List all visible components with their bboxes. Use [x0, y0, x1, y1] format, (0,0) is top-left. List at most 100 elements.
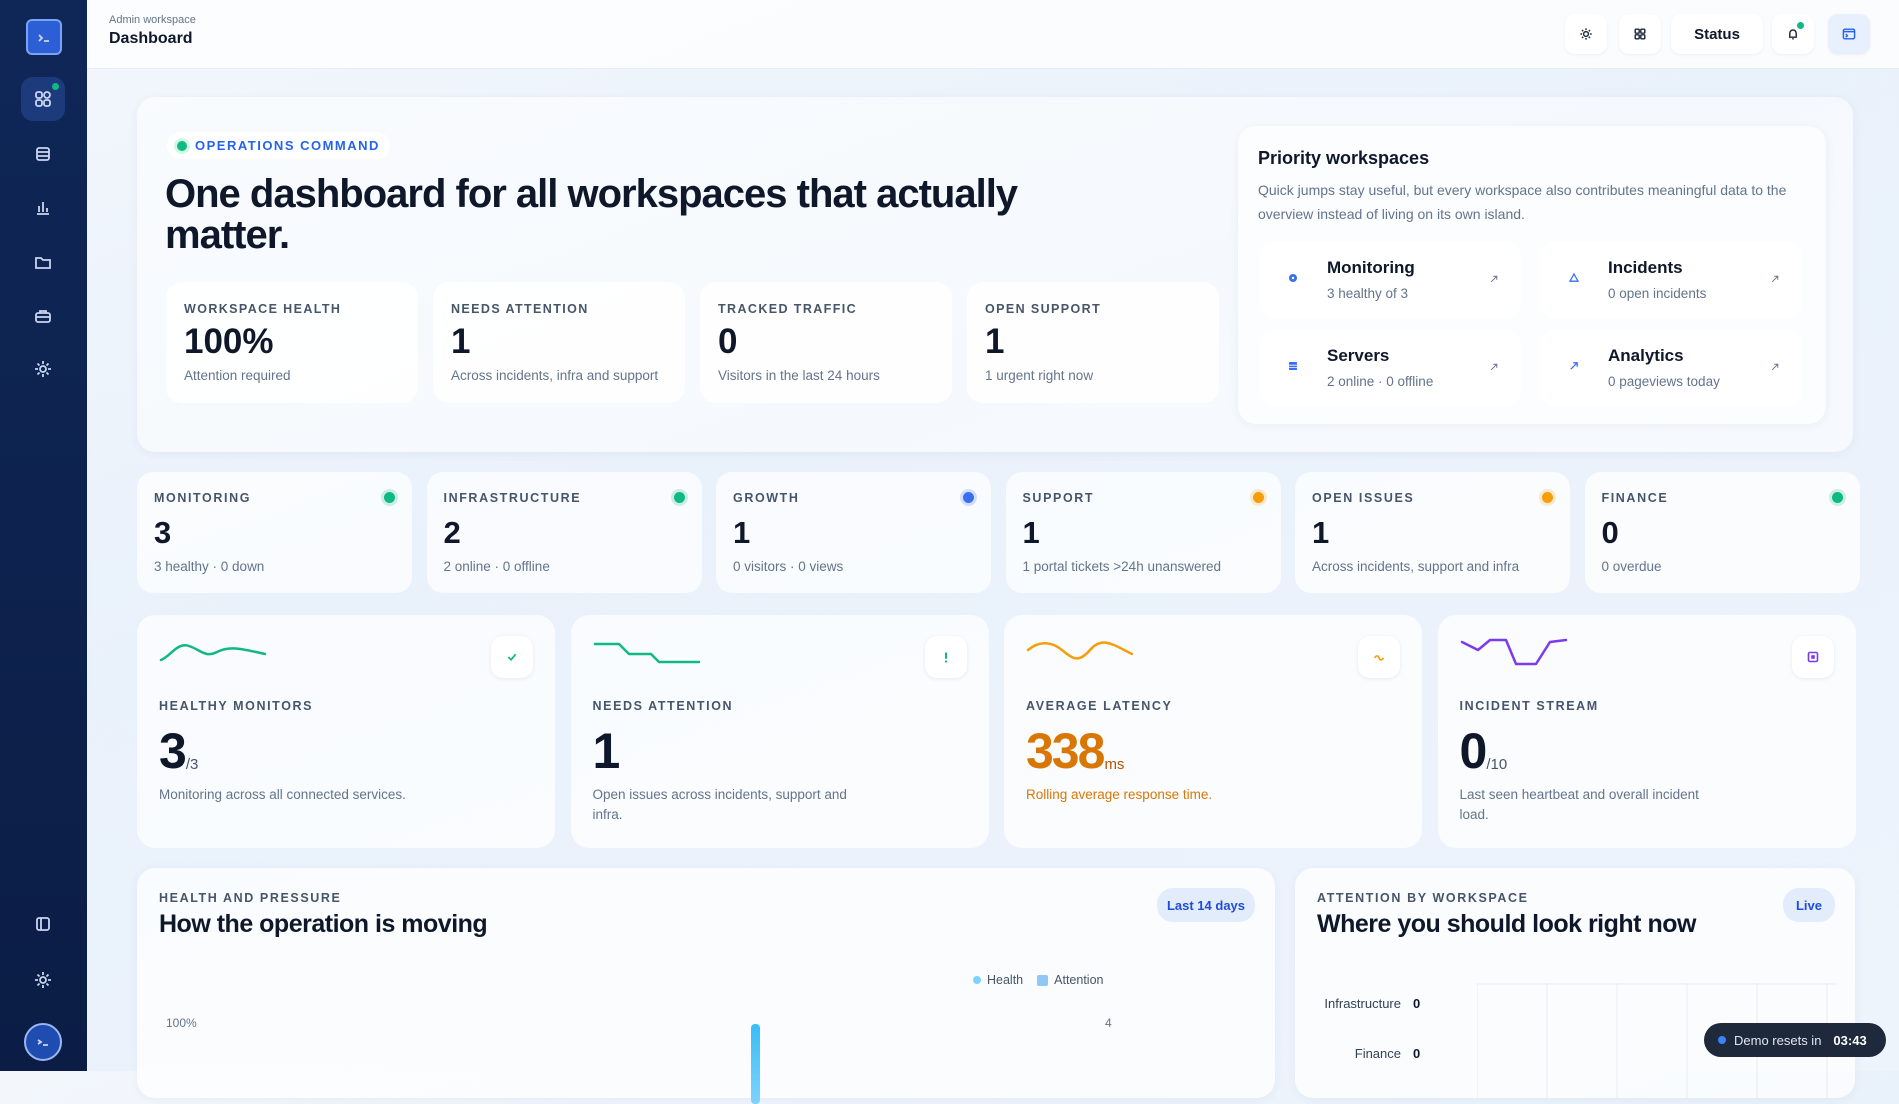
summary-card: FINANCE 0 0 overdue — [1584, 472, 1860, 593]
page-title: Dashboard — [109, 30, 193, 47]
status-dot — [1831, 492, 1843, 503]
metric-label: HEALTHY MONITORS — [159, 699, 314, 713]
status-dot — [673, 492, 685, 503]
metric-card: INCIDENT STREAM 0/10 Last seen heartbeat a… — [1437, 615, 1856, 848]
workspace-link[interactable]: Incidents 0 open incidents — [1540, 242, 1802, 318]
icon — [1490, 275, 1498, 283]
stat-card: OPEN SUPPORT 1 1 urgent right now — [967, 282, 1219, 403]
status-dot — [1252, 492, 1264, 503]
stat-note: Attention required — [184, 368, 291, 383]
range-badge[interactable]: Last 14 days — [1157, 888, 1255, 922]
workspace-name: Analytics — [1608, 346, 1684, 365]
icon — [1807, 651, 1818, 663]
stat-label: OPEN SUPPORT — [985, 302, 1102, 316]
notifications-button[interactable] — [1772, 14, 1814, 54]
workspace-link[interactable]: Analytics 0 pageviews today — [1540, 330, 1802, 406]
metric-value: 338 — [1026, 723, 1105, 779]
theme-button[interactable] — [1565, 14, 1607, 54]
icon — [1289, 362, 1297, 370]
workspace-note: 0 open incidents — [1608, 286, 1707, 301]
profile-button[interactable] — [1828, 14, 1870, 54]
status-dot — [963, 492, 974, 503]
summary-card: INFRASTRUCTURE 2 2 online · 0 offline — [426, 472, 702, 593]
panel-title: How the operation is moving — [159, 910, 488, 938]
demo-toast: Demo resets in 03:43 — [1704, 1023, 1886, 1057]
nav-collapse[interactable] — [21, 902, 65, 946]
nav-briefcase[interactable] — [21, 294, 65, 338]
priority-card: Priority workspaces Quick jumps stay use… — [1238, 126, 1826, 424]
metric-icon — [1358, 636, 1400, 678]
stat-note: Across incidents, infra and support — [451, 368, 659, 383]
header: Admin workspace Dashboard Status — [87, 0, 1899, 69]
sparkline — [1460, 638, 1567, 666]
panel-eyebrow: ATTENTION BY WORKSPACE — [1317, 891, 1529, 905]
metric-icon — [1791, 636, 1834, 678]
metric-value-row: 1 — [593, 721, 967, 777]
summary-value: 0 — [1601, 515, 1619, 550]
metric-unit: ms — [1104, 756, 1125, 773]
attention-panel: ATTENTION BY WORKSPACE Where you should … — [1295, 868, 1855, 1103]
toast-time: 03:43 — [1833, 1032, 1867, 1048]
summary-value: 3 — [154, 515, 172, 550]
left-axis-label: 100% — [166, 1016, 197, 1030]
icon — [1771, 275, 1779, 283]
apps-button[interactable] — [1619, 14, 1661, 54]
hero-badge: OPERATIONS COMMAND — [167, 132, 390, 159]
metric-label: AVERAGE LATENCY — [1026, 699, 1173, 713]
workspace-name: Monitoring — [1327, 258, 1415, 277]
chart-legend: Health Attention — [973, 973, 1103, 987]
workspace-name: Incidents — [1608, 258, 1683, 277]
icon — [1771, 363, 1779, 371]
sidebar — [0, 0, 87, 1071]
sparkline — [159, 644, 267, 662]
nav-theme[interactable] — [21, 958, 65, 1002]
row-label: Infrastructure — [1324, 996, 1401, 1011]
workspace-link[interactable]: Monitoring 3 healthy of 3 — [1259, 242, 1521, 318]
metric-value-row: 338 ms — [1026, 721, 1400, 777]
stat-value: 100% — [184, 322, 274, 361]
sparkline — [1026, 641, 1134, 660]
metric-icon — [491, 636, 533, 678]
right-axis-label: 4 — [1105, 1016, 1112, 1030]
status-dot — [384, 492, 395, 503]
user-avatar[interactable] — [24, 1023, 62, 1061]
icon — [1373, 655, 1385, 661]
stat-label: NEEDS ATTENTION — [451, 302, 589, 316]
summary-label: SUPPORT — [1022, 491, 1095, 505]
priority-description: Quick jumps stay useful, but every works… — [1258, 182, 1787, 222]
summary-label: GROWTH — [733, 491, 800, 505]
workspace-note: 2 online · 0 offline — [1327, 374, 1434, 389]
row-label: Finance — [1354, 1046, 1401, 1061]
summary-note: 3 healthy · 0 down — [154, 559, 265, 574]
stat-value: 0 — [718, 322, 738, 361]
summary-label: INFRASTRUCTURE — [443, 491, 582, 505]
nav-analytics[interactable] — [21, 186, 65, 230]
nav-dashboard[interactable] — [21, 77, 65, 121]
workspace-link[interactable]: Servers 2 online · 0 offline — [1259, 330, 1521, 406]
metric-value-row: 0/10 — [1460, 721, 1834, 777]
metric-note: Monitoring across all connected services… — [159, 787, 406, 802]
status-button[interactable]: Status — [1671, 14, 1763, 54]
metric-note: Open issues across incidents, support an… — [592, 787, 847, 822]
workspace-note: 0 pageviews today — [1608, 374, 1720, 389]
summary-note: Across incidents, support and infra — [1312, 559, 1520, 574]
live-badge[interactable]: Live — [1783, 888, 1835, 922]
legend-item: Attention — [1054, 973, 1104, 987]
icon — [944, 652, 947, 663]
logo[interactable] — [26, 19, 62, 55]
nav-servers[interactable] — [21, 132, 65, 176]
metric-unit: /10 — [1486, 756, 1508, 773]
icon — [1490, 363, 1498, 371]
health-panel: HEALTH AND PRESSURE How the operation is… — [137, 868, 1275, 1104]
summary-note: 0 visitors · 0 views — [733, 559, 844, 574]
priority-title: Priority workspaces — [1258, 148, 1430, 168]
summary-card: OPEN ISSUES 1 Across incidents, support an… — [1295, 472, 1570, 593]
nav-settings[interactable] — [21, 347, 65, 391]
metric-label: INCIDENT STREAM — [1459, 699, 1599, 713]
sparkline — [593, 642, 700, 664]
stat-card: WORKSPACE HEALTH 100% Attention required — [166, 282, 418, 403]
summary-value: 2 — [443, 515, 461, 550]
stat-label: TRACKED TRAFFIC — [718, 302, 858, 316]
panel-title: Where you should look right now — [1317, 910, 1696, 938]
nav-files[interactable] — [21, 240, 65, 284]
